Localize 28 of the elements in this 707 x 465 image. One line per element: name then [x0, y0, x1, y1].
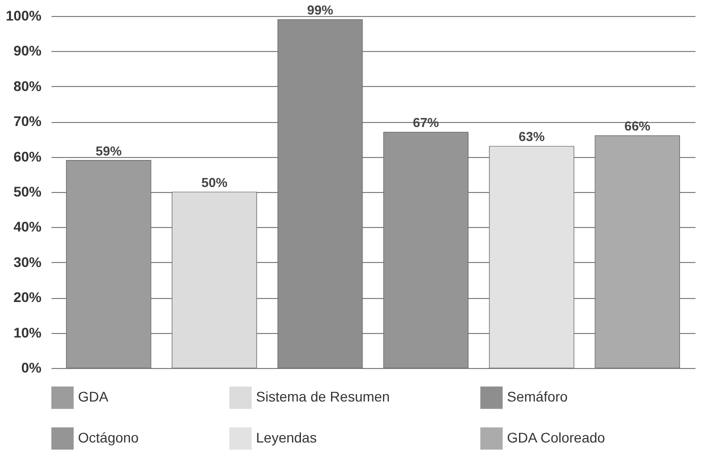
data-label: 50% — [201, 175, 228, 190]
legend-label: GDA — [78, 388, 109, 405]
data-label: 59% — [96, 143, 122, 158]
y-tick-label: 80% — [13, 78, 42, 94]
bar — [489, 146, 574, 368]
y-tick-label: 30% — [13, 254, 42, 270]
y-tick-label: 100% — [6, 8, 42, 24]
data-label: 99% — [307, 2, 334, 18]
bar — [66, 160, 152, 368]
bar — [594, 135, 680, 368]
y-tick-label: 60% — [13, 148, 42, 164]
data-label: 63% — [518, 129, 546, 144]
legend-label: Leyendas — [256, 430, 317, 446]
y-tick-label: 70% — [13, 113, 42, 130]
legend-label: GDA Coloreado — [507, 430, 606, 446]
y-tick-label: 40% — [13, 218, 42, 235]
y-tick-label: 20% — [13, 289, 42, 306]
legend-label: Sistema de Resumen — [256, 388, 390, 405]
y-tick-label: 10% — [13, 324, 42, 340]
y-tick-label: 0% — [21, 360, 42, 376]
bar — [172, 192, 257, 368]
data-label: 66% — [624, 118, 651, 134]
y-tick-label: 90% — [13, 42, 42, 59]
bar — [383, 132, 468, 368]
y-tick-label: 50% — [13, 184, 42, 200]
legend-label: Octágono — [78, 430, 139, 446]
legend-label: Semáforo — [507, 388, 568, 405]
bar — [278, 19, 363, 368]
